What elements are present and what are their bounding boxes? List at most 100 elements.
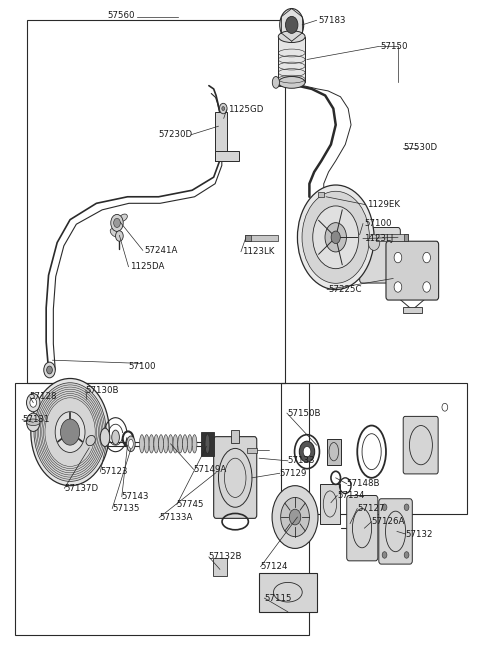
- Circle shape: [55, 412, 85, 453]
- Circle shape: [62, 421, 78, 443]
- Bar: [403, 307, 422, 313]
- Circle shape: [302, 191, 370, 284]
- Circle shape: [442, 403, 448, 411]
- Bar: [215, 112, 227, 161]
- Text: 57135: 57135: [112, 504, 140, 513]
- Ellipse shape: [158, 435, 163, 453]
- Circle shape: [26, 413, 40, 432]
- Ellipse shape: [173, 435, 178, 453]
- Circle shape: [30, 398, 36, 407]
- Circle shape: [303, 447, 311, 457]
- FancyBboxPatch shape: [214, 437, 257, 518]
- Text: 1129EK: 1129EK: [367, 200, 400, 209]
- Text: 57134: 57134: [337, 491, 365, 500]
- Circle shape: [60, 419, 80, 445]
- Bar: [321, 484, 339, 523]
- Text: 1125GD: 1125GD: [228, 105, 264, 115]
- Text: 57148B: 57148B: [347, 479, 380, 488]
- Ellipse shape: [100, 428, 110, 447]
- Circle shape: [300, 441, 315, 462]
- Circle shape: [219, 103, 227, 114]
- Circle shape: [280, 9, 304, 41]
- Circle shape: [325, 223, 347, 252]
- Bar: [319, 191, 324, 196]
- Circle shape: [404, 504, 409, 510]
- Ellipse shape: [182, 435, 187, 453]
- Circle shape: [289, 509, 301, 525]
- Ellipse shape: [163, 435, 168, 453]
- Bar: [327, 439, 340, 465]
- Circle shape: [382, 552, 387, 558]
- Ellipse shape: [205, 434, 210, 454]
- Ellipse shape: [127, 436, 135, 452]
- Text: 57241A: 57241A: [144, 246, 178, 255]
- Bar: [201, 432, 214, 456]
- Ellipse shape: [154, 435, 158, 453]
- Circle shape: [286, 16, 298, 33]
- Text: 57124: 57124: [261, 562, 288, 571]
- Circle shape: [423, 252, 431, 263]
- Text: 57131: 57131: [22, 415, 50, 424]
- FancyBboxPatch shape: [386, 241, 439, 300]
- Ellipse shape: [119, 214, 127, 221]
- Circle shape: [313, 206, 359, 269]
- Bar: [245, 234, 278, 241]
- Ellipse shape: [187, 435, 192, 453]
- Text: 57129: 57129: [280, 469, 307, 477]
- Circle shape: [368, 234, 380, 250]
- Bar: [278, 37, 305, 83]
- Bar: [281, 383, 468, 514]
- Bar: [376, 234, 408, 240]
- Ellipse shape: [168, 435, 173, 453]
- Text: 57560: 57560: [107, 11, 135, 20]
- Ellipse shape: [110, 229, 118, 237]
- Text: 57123: 57123: [100, 468, 128, 476]
- Circle shape: [222, 107, 225, 111]
- Circle shape: [34, 383, 106, 481]
- Text: 57133: 57133: [288, 457, 315, 465]
- FancyBboxPatch shape: [347, 495, 378, 561]
- Text: 1125DA: 1125DA: [130, 262, 164, 271]
- Circle shape: [298, 185, 374, 290]
- Text: 57530D: 57530D: [404, 143, 438, 151]
- Ellipse shape: [278, 77, 305, 88]
- Ellipse shape: [192, 435, 197, 453]
- Bar: [404, 234, 408, 240]
- Bar: [27, 20, 286, 383]
- Bar: [245, 234, 251, 241]
- Circle shape: [31, 379, 109, 485]
- Circle shape: [116, 231, 123, 241]
- Text: 57150: 57150: [380, 42, 408, 51]
- Ellipse shape: [178, 435, 182, 453]
- Ellipse shape: [149, 435, 154, 453]
- Text: 57100: 57100: [364, 219, 392, 228]
- FancyBboxPatch shape: [360, 227, 400, 283]
- Circle shape: [331, 231, 340, 244]
- Text: 57150B: 57150B: [287, 409, 321, 418]
- Text: 57137D: 57137D: [64, 484, 98, 493]
- Text: 1123LK: 1123LK: [242, 246, 275, 255]
- Circle shape: [394, 252, 402, 263]
- Bar: [15, 383, 310, 635]
- Circle shape: [26, 394, 40, 412]
- Text: 57132: 57132: [406, 529, 433, 538]
- Text: 57143: 57143: [122, 493, 149, 501]
- Text: 1123LJ: 1123LJ: [364, 234, 394, 243]
- Circle shape: [382, 504, 387, 510]
- Circle shape: [44, 362, 55, 378]
- Bar: [215, 151, 239, 161]
- Text: 57100: 57100: [128, 362, 156, 371]
- Text: 57230D: 57230D: [158, 130, 193, 138]
- Text: 57745: 57745: [177, 500, 204, 509]
- Bar: [231, 430, 239, 443]
- Text: 57130B: 57130B: [86, 386, 120, 395]
- Ellipse shape: [272, 77, 279, 88]
- FancyBboxPatch shape: [379, 498, 412, 564]
- Ellipse shape: [112, 430, 120, 445]
- Ellipse shape: [278, 31, 305, 43]
- Circle shape: [47, 366, 52, 374]
- Bar: [213, 557, 227, 576]
- Bar: [259, 572, 317, 612]
- Text: 57133A: 57133A: [159, 514, 192, 522]
- Circle shape: [111, 214, 123, 231]
